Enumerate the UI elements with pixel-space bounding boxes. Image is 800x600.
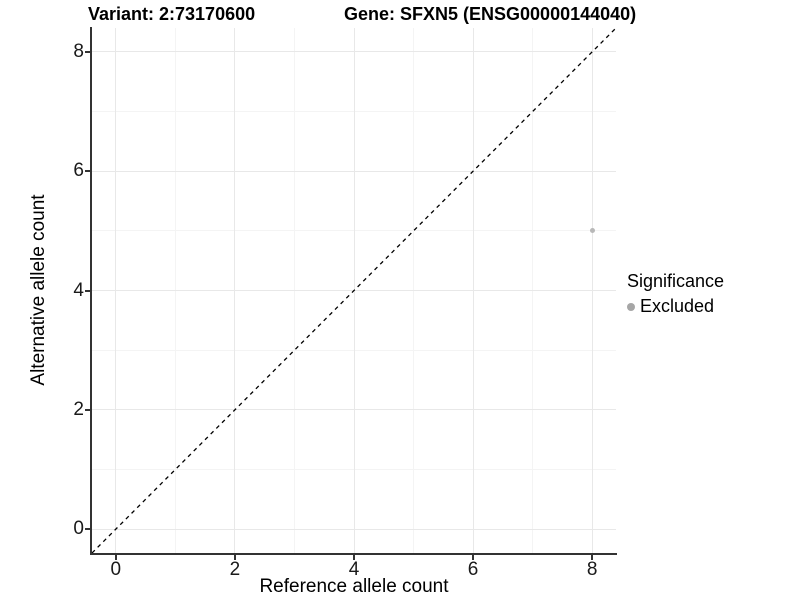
major-gridline-y — [92, 51, 616, 53]
x-axis-tick — [591, 555, 594, 560]
data-point — [589, 228, 595, 234]
y-axis-tick — [85, 289, 90, 292]
major-gridline-y — [92, 409, 616, 411]
y-axis-tick-label: 6 — [73, 160, 84, 182]
chart-panel — [92, 28, 616, 553]
x-axis-tick — [114, 555, 117, 560]
identity-reference-line — [92, 28, 616, 553]
y-axis-tick — [85, 528, 90, 531]
y-axis-tick-label: 8 — [73, 40, 84, 62]
x-axis-title: Reference allele count — [259, 576, 449, 597]
x-axis-tick-label: 0 — [110, 559, 122, 580]
major-gridline-y — [92, 528, 616, 530]
legend-item-excluded: Excluded — [627, 296, 724, 317]
y-axis-tick — [85, 408, 90, 411]
legend-title: Significance — [627, 271, 725, 291]
x-axis-line — [90, 553, 617, 555]
y-axis-line — [90, 27, 92, 555]
x-axis-tick — [472, 555, 475, 560]
y-axis-tick-label: 0 — [73, 518, 84, 540]
plot-title-gene: Gene: SFXN5 (ENSG00000144040) — [344, 4, 637, 24]
y-axis-tick-label: 2 — [73, 398, 84, 420]
y-axis-title: Alternative allele count — [28, 194, 49, 386]
x-axis-tick-label: 6 — [467, 559, 479, 580]
legend-dot-icon — [627, 302, 635, 311]
y-axis-tick — [85, 170, 90, 173]
y-axis-tick-label: 4 — [73, 279, 84, 301]
x-axis-tick — [353, 555, 355, 560]
legend-item-label: Excluded — [640, 296, 715, 316]
x-axis-tick-label: 8 — [586, 559, 598, 580]
major-gridline-y — [92, 170, 616, 172]
plot-title-variant: Variant: 2:73170600 — [88, 4, 256, 24]
x-axis-tick-label: 4 — [348, 559, 360, 580]
x-axis-tick — [233, 555, 236, 560]
legend: Significance Excluded — [627, 271, 724, 317]
x-axis-tick-label: 2 — [229, 559, 241, 580]
y-axis-tick — [85, 50, 90, 53]
